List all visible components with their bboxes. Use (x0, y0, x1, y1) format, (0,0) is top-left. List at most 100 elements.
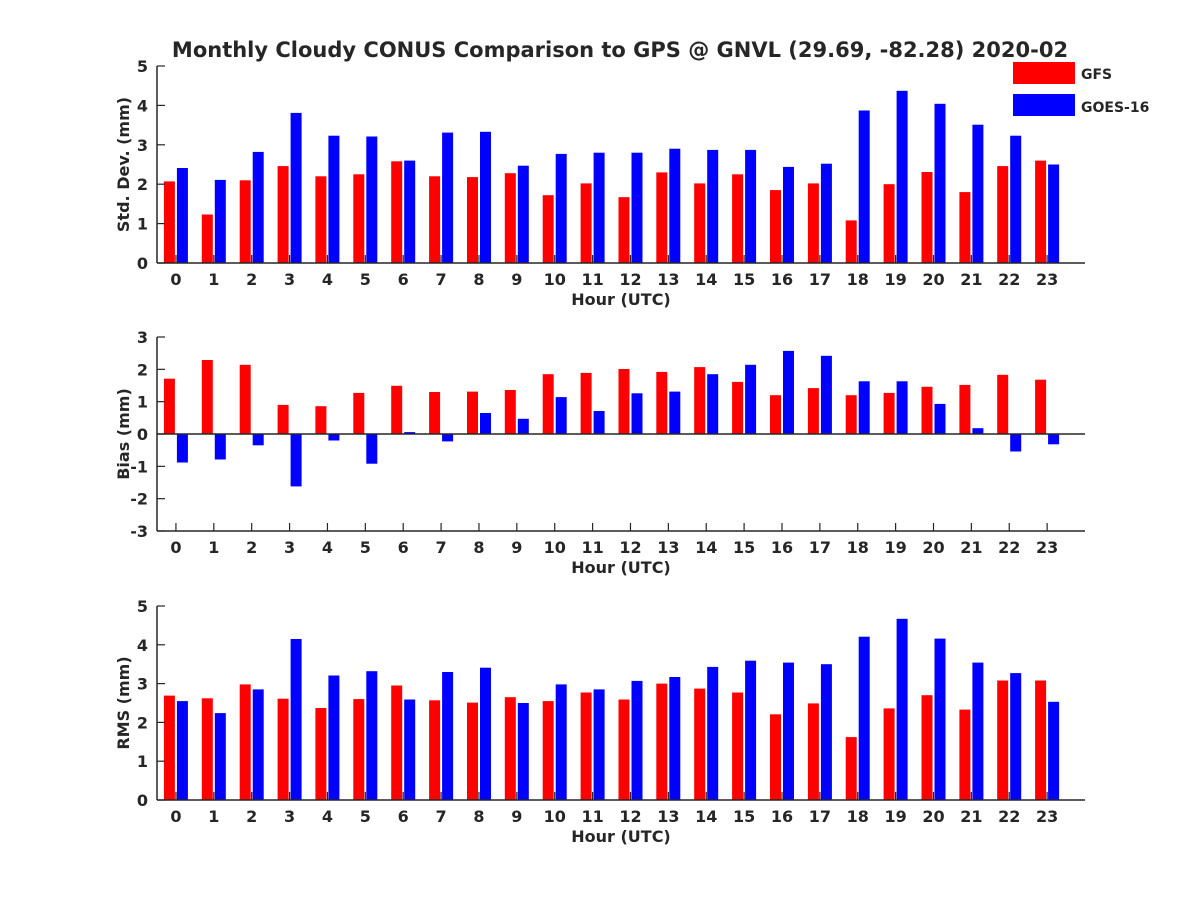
bar-goes-16-hour-20 (934, 638, 946, 800)
y-tick-label: 0 (137, 425, 148, 444)
x-tick-label: 17 (809, 538, 831, 557)
bar-goes-16-hour-19 (896, 90, 908, 263)
y-axis-label: Bias (mm) (114, 388, 133, 480)
bar-gfs-hour-20 (921, 172, 933, 263)
bar-goes-16-hour-22 (1010, 673, 1022, 800)
y-axis-label: Std. Dev. (mm) (114, 97, 133, 232)
bar-gfs-hour-3 (277, 166, 289, 263)
x-tick-label: 14 (695, 270, 717, 289)
bar-gfs-hour-12 (618, 369, 630, 434)
bar-goes-16-hour-19 (896, 618, 908, 800)
y-tick-label: 4 (137, 96, 148, 115)
bar-gfs-hour-23 (1035, 680, 1047, 800)
bar-gfs-hour-12 (618, 197, 630, 263)
bar-gfs-hour-5 (353, 699, 365, 800)
figure-title: Monthly Cloudy CONUS Comparison to GPS @… (172, 38, 1068, 62)
bar-gfs-hour-23 (1035, 379, 1047, 434)
bar-goes-16-hour-8 (480, 131, 491, 263)
x-tick-label: 12 (619, 270, 641, 289)
y-tick-label: -1 (130, 457, 148, 476)
bar-gfs-hour-9 (504, 173, 516, 263)
x-tick-label: 8 (473, 807, 484, 826)
bar-gfs-hour-18 (845, 395, 857, 434)
x-tick-label: 12 (619, 538, 641, 557)
bar-goes-16-hour-15 (745, 149, 757, 263)
bar-gfs-hour-16 (770, 714, 781, 800)
x-tick-label: 11 (581, 538, 603, 557)
bar-goes-16-hour-23 (1048, 164, 1060, 263)
x-tick-label: 17 (809, 270, 831, 289)
bar-gfs-hour-8 (467, 702, 478, 800)
bar-gfs-hour-1 (201, 360, 213, 434)
x-tick-label: 1 (208, 538, 219, 557)
bar-goes-16-hour-16 (783, 166, 794, 263)
x-tick-label: 16 (771, 538, 793, 557)
bar-goes-16-hour-11 (593, 411, 605, 434)
bar-gfs-hour-4 (315, 708, 327, 800)
bar-goes-16-hour-3 (290, 112, 302, 264)
x-tick-label: 10 (544, 807, 566, 826)
bar-gfs-hour-8 (467, 391, 478, 434)
bar-goes-16-hour-4 (328, 675, 340, 800)
bar-gfs-hour-11 (580, 692, 592, 800)
bar-gfs-hour-6 (391, 685, 403, 800)
x-tick-label: 9 (511, 270, 522, 289)
x-axis-label: Hour (UTC) (571, 290, 671, 309)
bar-gfs-hour-1 (201, 214, 213, 263)
x-tick-label: 10 (544, 270, 566, 289)
bar-gfs-hour-2 (239, 364, 251, 434)
x-tick-label: 7 (436, 270, 447, 289)
x-tick-label: 12 (619, 807, 641, 826)
y-tick-label: -3 (130, 522, 148, 541)
bar-goes-16-hour-11 (593, 152, 605, 263)
y-axis-label: RMS (mm) (114, 656, 133, 749)
bar-gfs-hour-11 (580, 372, 592, 434)
bar-goes-16-hour-11 (593, 689, 605, 800)
bar-goes-16-hour-8 (480, 413, 491, 434)
y-tick-label: 0 (137, 791, 148, 810)
x-tick-label: 7 (436, 538, 447, 557)
x-tick-label: 6 (398, 538, 409, 557)
bar-goes-16-hour-12 (631, 393, 643, 434)
x-tick-label: 19 (884, 807, 906, 826)
bar-gfs-hour-14 (694, 367, 706, 434)
y-tick-label: 0 (137, 254, 148, 273)
x-tick-label: 14 (695, 538, 717, 557)
bar-gfs-hour-7 (429, 176, 441, 263)
bar-goes-16-hour-7 (442, 434, 454, 442)
bar-gfs-hour-8 (467, 177, 478, 263)
y-tick-label: -2 (130, 490, 148, 509)
x-axis-label: Hour (UTC) (571, 558, 671, 577)
bar-goes-16-hour-5 (366, 671, 378, 800)
y-tick-label: 1 (137, 752, 148, 771)
bar-gfs-hour-9 (504, 697, 516, 800)
x-tick-label: 20 (922, 807, 944, 826)
bar-goes-16-hour-1 (214, 179, 226, 263)
bar-gfs-hour-12 (618, 699, 630, 800)
bar-goes-16-hour-20 (934, 403, 946, 434)
x-tick-label: 6 (398, 807, 409, 826)
bar-gfs-hour-2 (239, 684, 251, 800)
bar-gfs-hour-22 (997, 166, 1009, 263)
x-tick-label: 21 (960, 270, 982, 289)
x-tick-label: 19 (884, 538, 906, 557)
bar-goes-16-hour-17 (820, 163, 832, 263)
bar-goes-16-hour-18 (858, 381, 870, 434)
bar-gfs-hour-19 (883, 392, 895, 434)
x-tick-label: 1 (208, 270, 219, 289)
bar-goes-16-hour-6 (404, 160, 416, 263)
bar-gfs-hour-17 (807, 183, 819, 263)
bar-goes-16-hour-22 (1010, 434, 1022, 452)
bar-goes-16-hour-12 (631, 152, 643, 263)
bar-gfs-hour-7 (429, 392, 441, 434)
bar-gfs-hour-17 (807, 388, 819, 434)
bar-goes-16-hour-14 (707, 374, 719, 434)
y-tick-label: 3 (137, 675, 148, 694)
bar-goes-16-hour-4 (328, 135, 340, 263)
x-tick-label: 16 (771, 807, 793, 826)
bar-goes-16-hour-2 (252, 151, 264, 263)
bar-goes-16-hour-6 (404, 432, 416, 434)
bar-gfs-hour-22 (997, 680, 1009, 800)
